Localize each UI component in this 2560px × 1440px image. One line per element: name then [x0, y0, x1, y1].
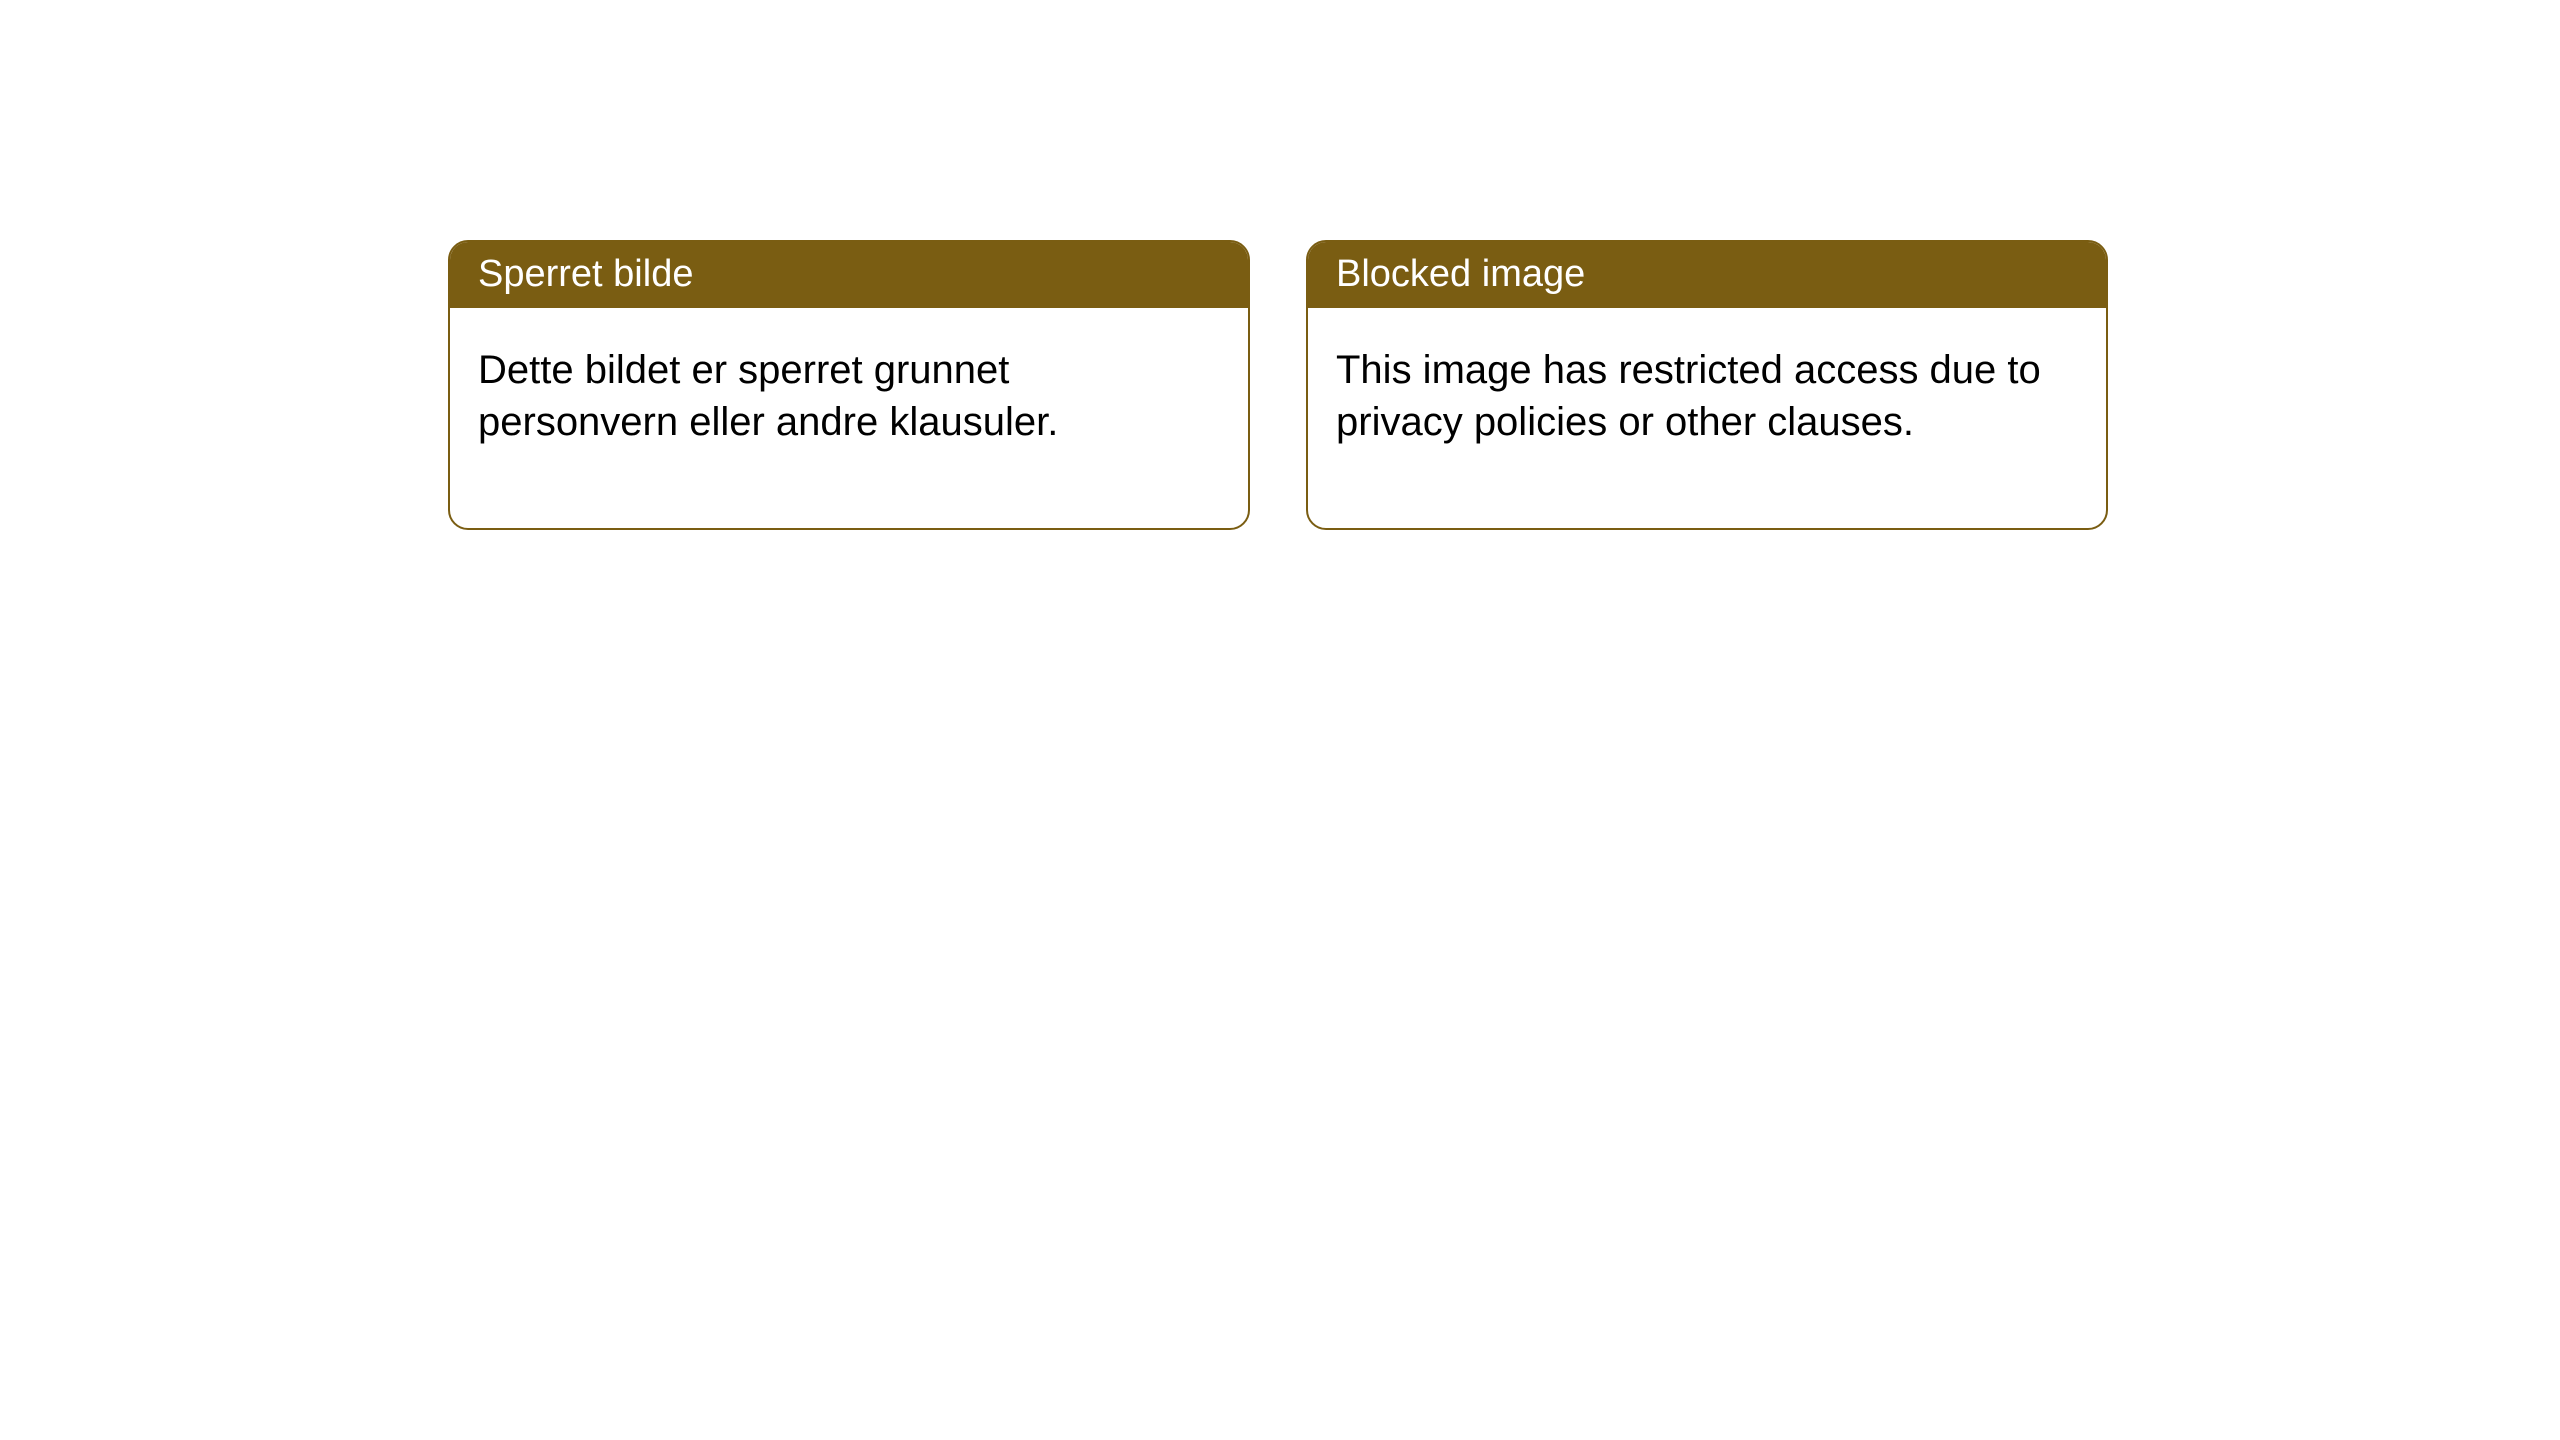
notice-card-english: Blocked image This image has restricted …	[1306, 240, 2108, 530]
notice-card-body: Dette bildet er sperret grunnet personve…	[450, 308, 1248, 528]
notice-card-title: Sperret bilde	[450, 242, 1248, 308]
notice-card-body: This image has restricted access due to …	[1308, 308, 2106, 528]
notice-container: Sperret bilde Dette bildet er sperret gr…	[448, 240, 2108, 530]
notice-card-norwegian: Sperret bilde Dette bildet er sperret gr…	[448, 240, 1250, 530]
notice-card-title: Blocked image	[1308, 242, 2106, 308]
